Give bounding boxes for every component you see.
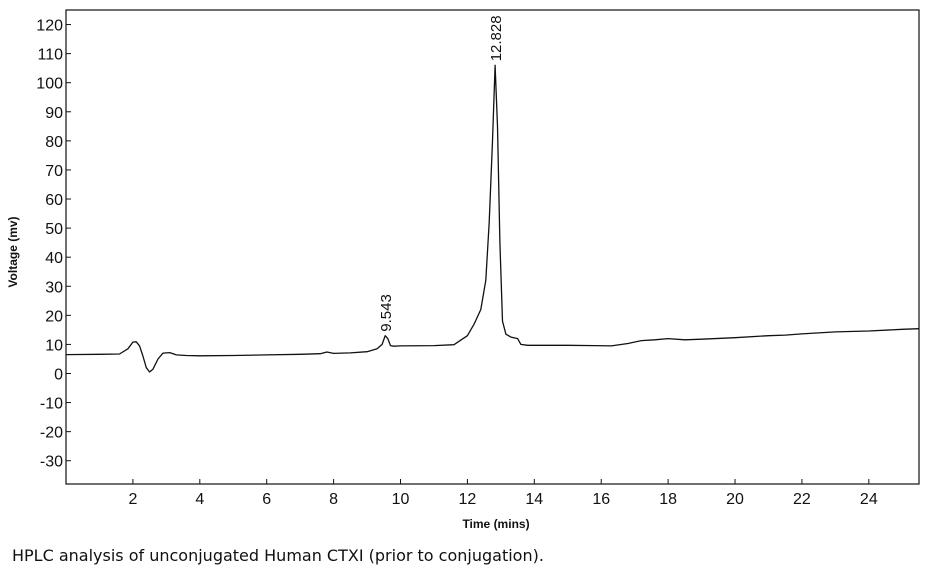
y-tick-label: 90 <box>45 105 63 122</box>
y-tick-label: 40 <box>45 250 63 267</box>
y-tick-label: 70 <box>45 163 63 180</box>
chromatogram-line <box>65 64 920 373</box>
x-tick-label: 18 <box>659 491 677 508</box>
x-tick-label: 24 <box>860 491 878 508</box>
x-tick-label: 6 <box>262 491 271 508</box>
y-tick-label: -30 <box>40 454 63 471</box>
peak-label: 9.543 <box>378 294 395 332</box>
y-tick-label: 80 <box>45 134 63 151</box>
y-tick-label: 30 <box>45 279 63 296</box>
x-tick-label: 10 <box>392 491 410 508</box>
x-tick-label: 22 <box>793 491 811 508</box>
x-tick-label: 20 <box>726 491 744 508</box>
x-tick-label: 16 <box>592 491 610 508</box>
y-axis: -30 -20 -10 0 10 20 30 40 50 60 70 80 90 100 110 120 <box>36 18 71 471</box>
x-tick-label: 12 <box>459 491 477 508</box>
x-tick-label: 4 <box>195 491 204 508</box>
y-tick-label: 110 <box>37 47 63 64</box>
peak-labels: 9.543 12.828 <box>378 15 505 331</box>
y-tick-label: 20 <box>45 308 63 325</box>
y-tick-label: -20 <box>40 425 63 442</box>
y-tick-label: -10 <box>40 396 63 413</box>
plot-frame <box>65 9 920 485</box>
y-tick-label: 100 <box>36 76 63 93</box>
y-tick-label: 120 <box>36 18 63 35</box>
x-axis-title: Time (mins) <box>462 517 529 531</box>
figure-caption: HPLC analysis of unconjugated Human CTXI… <box>12 546 544 565</box>
y-tick-label: 50 <box>45 221 63 238</box>
peak-label: 12.828 <box>488 15 505 61</box>
y-axis-title: Voltage (mv) <box>6 216 20 287</box>
x-tick-label: 14 <box>525 491 543 508</box>
x-tick-label: 2 <box>128 491 137 508</box>
y-tick-label: 10 <box>45 337 63 354</box>
y-tick-label: 60 <box>45 192 63 209</box>
x-tick-label: 8 <box>329 491 338 508</box>
x-axis: 2 4 6 8 10 12 14 16 18 20 22 24 <box>128 479 878 508</box>
y-tick-label: 0 <box>54 366 63 383</box>
